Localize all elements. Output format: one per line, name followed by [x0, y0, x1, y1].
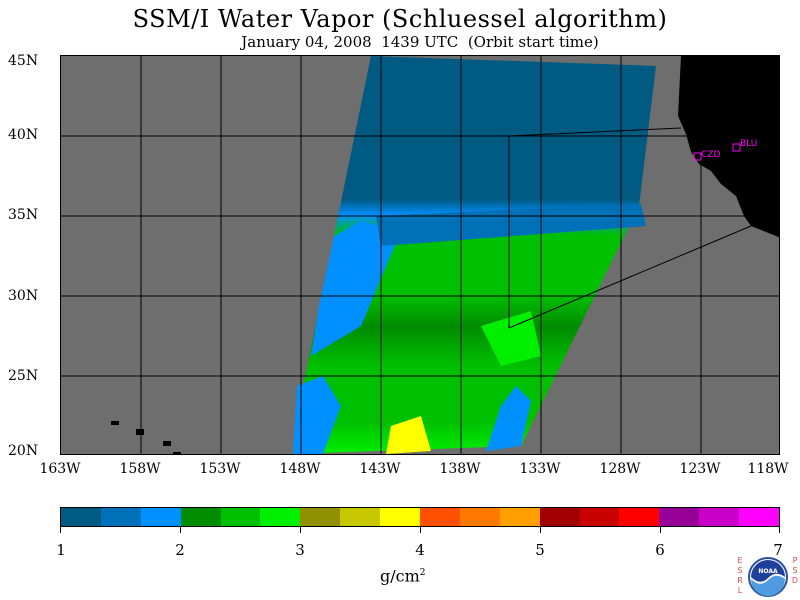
colorbar-swatch	[739, 508, 780, 526]
colorbar-swatch	[260, 508, 301, 526]
colorbar-label-1: 1	[56, 541, 66, 559]
lon-label-143w: 143W	[359, 461, 401, 477]
colorbar-tick-7	[779, 527, 780, 533]
lon-label-163w: 163W	[39, 461, 81, 477]
lat-label-45n: 45N	[8, 53, 39, 69]
colorbar-swatch	[459, 508, 500, 526]
esrl-letter: S	[737, 566, 743, 575]
colorbar	[60, 507, 780, 527]
lon-label-133w: 133W	[519, 461, 561, 477]
lon-label-118w: 118W	[747, 461, 789, 477]
swath-moist-core	[386, 416, 431, 454]
colorbar-swatch	[539, 508, 580, 526]
psd-letters: P S D	[791, 556, 799, 586]
colorbar-tick-3	[300, 527, 301, 533]
esrl-letter: R	[737, 576, 743, 585]
map-canvas: CZD BLU	[61, 56, 779, 454]
north-america-coastline	[678, 56, 779, 238]
lat-label-40n: 40N	[8, 127, 39, 143]
units-base: g/cm	[380, 566, 420, 586]
lat-label-30n: 30N	[8, 288, 39, 304]
station-czd-marker	[693, 152, 702, 161]
swath-blue-south	[293, 376, 341, 454]
station-markers: CZD BLU	[693, 139, 757, 161]
colorbar-swatch	[300, 508, 341, 526]
esrl-letter: L	[737, 586, 743, 595]
colorbar-swatch	[420, 508, 460, 526]
station-blu-label: BLU	[740, 139, 757, 149]
station-blu-marker	[732, 143, 741, 152]
units-exponent: 2	[419, 568, 426, 578]
lon-label-158w: 158W	[119, 461, 161, 477]
colorbar-units: g/cm2	[380, 565, 426, 584]
colorbar-tick-4	[420, 527, 421, 533]
map-subtitle: January 04, 2008 1439 UTC (Orbit start t…	[241, 33, 599, 51]
colorbar-swatch	[340, 508, 381, 526]
hawaiian-islands	[111, 421, 181, 454]
colorbar-swatch	[579, 508, 620, 526]
swath-transition-band	[376, 204, 646, 246]
swath-bright-green	[481, 311, 541, 366]
lat-label-20n: 20N	[8, 443, 39, 459]
colorbar-label-4: 4	[415, 541, 425, 559]
colorbar-label-7: 7	[773, 541, 783, 559]
psd-letter: S	[792, 566, 798, 575]
map-title: SSM/I Water Vapor (Schluessel algorithm)	[132, 5, 668, 33]
colorbar-swatch	[619, 508, 660, 526]
colorbar-label-5: 5	[535, 541, 545, 559]
colorbar-tick-2	[180, 527, 181, 533]
colorbar-swatch	[140, 508, 181, 526]
colorbar-tick-1	[60, 527, 61, 533]
noaa-logo-text: NOAA	[758, 568, 778, 575]
lat-label-25n: 25N	[8, 368, 39, 384]
swath-blue-southeast	[486, 386, 531, 451]
noaa-logo-icon: NOAA	[748, 557, 788, 597]
lon-label-128w: 128W	[599, 461, 641, 477]
esrl-letter: E	[737, 556, 743, 565]
colorbar-tick-6	[660, 527, 661, 533]
psd-letter: P	[792, 556, 798, 565]
colorbar-swatch	[699, 508, 740, 526]
colorbar-label-6: 6	[655, 541, 665, 559]
station-czd-label: CZD	[701, 150, 720, 160]
psd-letter: D	[791, 576, 799, 585]
satellite-swath	[293, 56, 656, 454]
lon-label-123w: 123W	[679, 461, 721, 477]
colorbar-swatch	[659, 508, 700, 526]
lat-lon-grid	[61, 56, 779, 454]
analysis-box-lines	[508, 127, 752, 329]
colorbar-label-3: 3	[295, 541, 305, 559]
colorbar-swatch	[100, 508, 141, 526]
lon-label-138w: 138W	[439, 461, 481, 477]
colorbar-swatch	[220, 508, 261, 526]
swath-blue-west	[311, 221, 401, 356]
lon-label-148w: 148W	[279, 461, 321, 477]
colorbar-label-2: 2	[175, 541, 185, 559]
lon-label-153w: 153W	[199, 461, 241, 477]
colorbar-tick-5	[540, 527, 541, 533]
esrl-letters: E S R L	[736, 556, 744, 596]
lat-label-35n: 35N	[8, 207, 39, 223]
colorbar-swatch	[380, 508, 421, 526]
colorbar-swatch	[180, 508, 221, 526]
colorbar-swatch	[499, 508, 540, 526]
colorbar-swatch	[61, 508, 101, 526]
water-vapor-map: CZD BLU	[60, 55, 780, 455]
